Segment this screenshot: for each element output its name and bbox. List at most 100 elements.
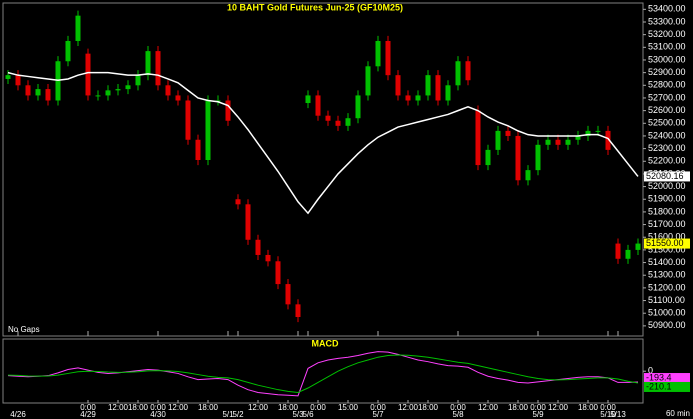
y-tick-label: 51000.00 (648, 308, 686, 318)
x-tick-label: 18:00 (418, 403, 439, 412)
x-tick-label: 0:00 (150, 403, 166, 412)
chart-title: 10 BAHT Gold Futures Jun-25 (GF10M25) (227, 2, 403, 12)
x-date-label: 5/6 (302, 410, 314, 419)
candle-body (545, 139, 551, 145)
candle-body (225, 100, 231, 121)
candle-body (265, 254, 271, 262)
candle-body (565, 139, 571, 145)
x-date-label: 5/2 (232, 410, 244, 419)
x-tick-label: 0:00 (530, 403, 546, 412)
candle-body (595, 130, 601, 132)
x-tick-label: 0:00 (600, 403, 616, 412)
candle-body (5, 75, 11, 79)
candle-body (485, 149, 491, 166)
moving-average (7, 71, 639, 215)
y-tick-label: 53200.00 (648, 29, 686, 39)
candle-body (615, 243, 621, 259)
y-tick-label: 51700.00 (648, 219, 686, 229)
candle-body (165, 85, 171, 96)
y-tick-label: 51400.00 (648, 257, 686, 267)
candle-body (295, 304, 301, 318)
x-tick-label: 0:00 (450, 403, 466, 412)
x-date-label: 4/26 (10, 410, 26, 419)
x-date-label: 5/9 (532, 410, 544, 419)
candle-body (355, 95, 361, 119)
candle-body (345, 118, 351, 126)
x-tick-label: 12:00 (168, 403, 189, 412)
candle-body (465, 61, 471, 81)
price-panel (2, 2, 644, 337)
candle-body (405, 95, 411, 101)
candle-body (15, 75, 21, 86)
x-tick-label: 12:00 (478, 403, 499, 412)
y-tick-label: 52600.00 (648, 105, 686, 115)
candle-body (25, 85, 31, 96)
macd-line (7, 351, 639, 397)
macd-title: MACD (312, 338, 339, 348)
x-tick-label: 0:00 (80, 403, 96, 412)
candle-body (125, 85, 131, 90)
x-tick-label: 0:00 (370, 403, 386, 412)
x-tick-label: 18:00 (278, 403, 299, 412)
candle-body (335, 120, 341, 126)
candle-body (65, 40, 71, 62)
candle-body (625, 249, 631, 259)
y-tick-label: 53100.00 (648, 42, 686, 52)
candle-body (175, 95, 181, 101)
y-tick-label: 52300.00 (648, 143, 686, 153)
value-box (644, 238, 690, 249)
candle-body (255, 239, 261, 255)
y-tick-label: 51300.00 (648, 270, 686, 280)
candle-body (275, 261, 281, 285)
candle-body (375, 40, 381, 67)
x-date-label: 4/29 (80, 410, 96, 419)
value-label: -210.1 (646, 381, 672, 391)
candle-body (35, 89, 41, 96)
macd-line (7, 354, 639, 393)
candle-body (305, 95, 311, 104)
interval: 60 min (666, 409, 690, 418)
y-tick-label: 51200.00 (648, 282, 686, 292)
x-date-label: 5/3 (292, 410, 304, 419)
candle-body (315, 95, 321, 116)
x-date-label: 5/10 (600, 410, 616, 419)
candle-body (515, 135, 521, 181)
x-tick-label: 18:00 (198, 403, 219, 412)
y-tick-label: 51800.00 (648, 206, 686, 216)
candle-body (425, 75, 431, 96)
y-tick-label: 52800.00 (648, 80, 686, 90)
x-date-label: 5/13 (610, 410, 626, 419)
candle-body (505, 130, 511, 136)
candle-body (445, 85, 451, 101)
candle-body (605, 130, 611, 150)
x-tick-label: 18:00 (508, 403, 529, 412)
candle-body (495, 130, 501, 150)
candle-body (115, 89, 121, 91)
y-tick-label: 51500.00 (648, 244, 686, 254)
candle-body (395, 75, 401, 96)
x-tick-label: 18:00 (578, 403, 599, 412)
x-tick-label: 0:00 (310, 403, 326, 412)
x-tick-label: 12:00 (398, 403, 419, 412)
x-date-label: 5/8 (452, 410, 464, 419)
x-date-label: 5/1 (222, 410, 234, 419)
value-box (644, 373, 690, 384)
x-tick-label: 15:00 (338, 403, 359, 412)
value-box (644, 171, 690, 182)
candle-body (525, 170, 531, 181)
y-tick-label: 52900.00 (648, 67, 686, 77)
candle-body (555, 139, 561, 145)
candle-body (185, 100, 191, 140)
value-box (644, 381, 690, 392)
y-tick-label: 52000.00 (648, 181, 686, 191)
candle-body (245, 204, 251, 240)
x-date-label: 4/30 (150, 410, 166, 419)
candle-body (145, 51, 151, 76)
candle-body (75, 15, 81, 41)
x-tick-label: 18:00 (128, 403, 149, 412)
value-label: 52080.16 (646, 171, 684, 181)
value-label: -193.4 (646, 372, 672, 382)
candle-body (415, 95, 421, 101)
candle-body (105, 90, 111, 96)
